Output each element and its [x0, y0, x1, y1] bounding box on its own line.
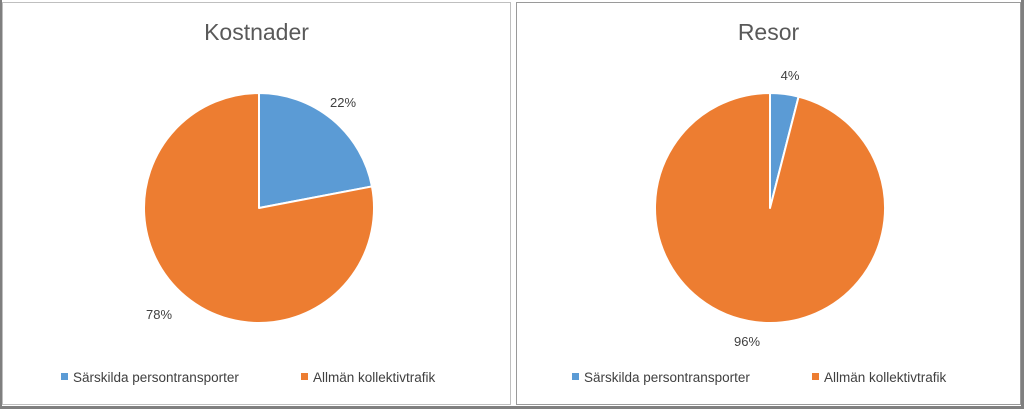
data-label-1: 4% [781, 68, 800, 83]
legend-label-2: Allmän kollektivtrafik [313, 370, 436, 385]
data-label-1: 22% [330, 95, 356, 110]
outer-frame-left [0, 0, 2, 409]
chart-title: Kostnader [204, 19, 309, 45]
legend-label-1: Särskilda persontransporter [584, 370, 750, 385]
legend-swatch-1 [572, 373, 579, 380]
outer-frame-bottom [0, 406, 1024, 409]
chart-panel-kostnader: Kostnader 22% 78% Särskilda persontranspo… [2, 2, 511, 405]
chart-title: Resor [738, 19, 800, 45]
chart-panel-resor: Resor 4% 96% Särskilda persontransporter A… [516, 2, 1021, 405]
outer-frame-right [1021, 0, 1024, 409]
pie-slice-2 [654, 92, 886, 324]
pie-chart-kostnader: Kostnader 22% 78% Särskilda persontranspo… [61, 19, 436, 385]
legend-swatch-1 [61, 373, 68, 380]
data-labels: 4% 96% [734, 68, 800, 349]
legend: Särskilda persontransporter Allmän kollek… [61, 370, 436, 385]
legend-label-1: Särskilda persontransporter [73, 370, 239, 385]
legend-label-2: Allmän kollektivtrafik [824, 370, 947, 385]
legend: Särskilda persontransporter Allmän kollek… [572, 370, 947, 385]
pie-chart-resor: Resor 4% 96% Särskilda persontransporter A… [572, 19, 947, 385]
data-label-2: 78% [146, 307, 172, 322]
legend-swatch-2 [812, 373, 819, 380]
data-label-2: 96% [734, 334, 760, 349]
data-labels: 22% 78% [146, 95, 356, 322]
pie-slice-2 [143, 92, 375, 324]
pie-slices [143, 92, 375, 324]
legend-swatch-2 [301, 373, 308, 380]
pie-slices [654, 92, 886, 324]
pie-slice-1 [258, 92, 373, 209]
